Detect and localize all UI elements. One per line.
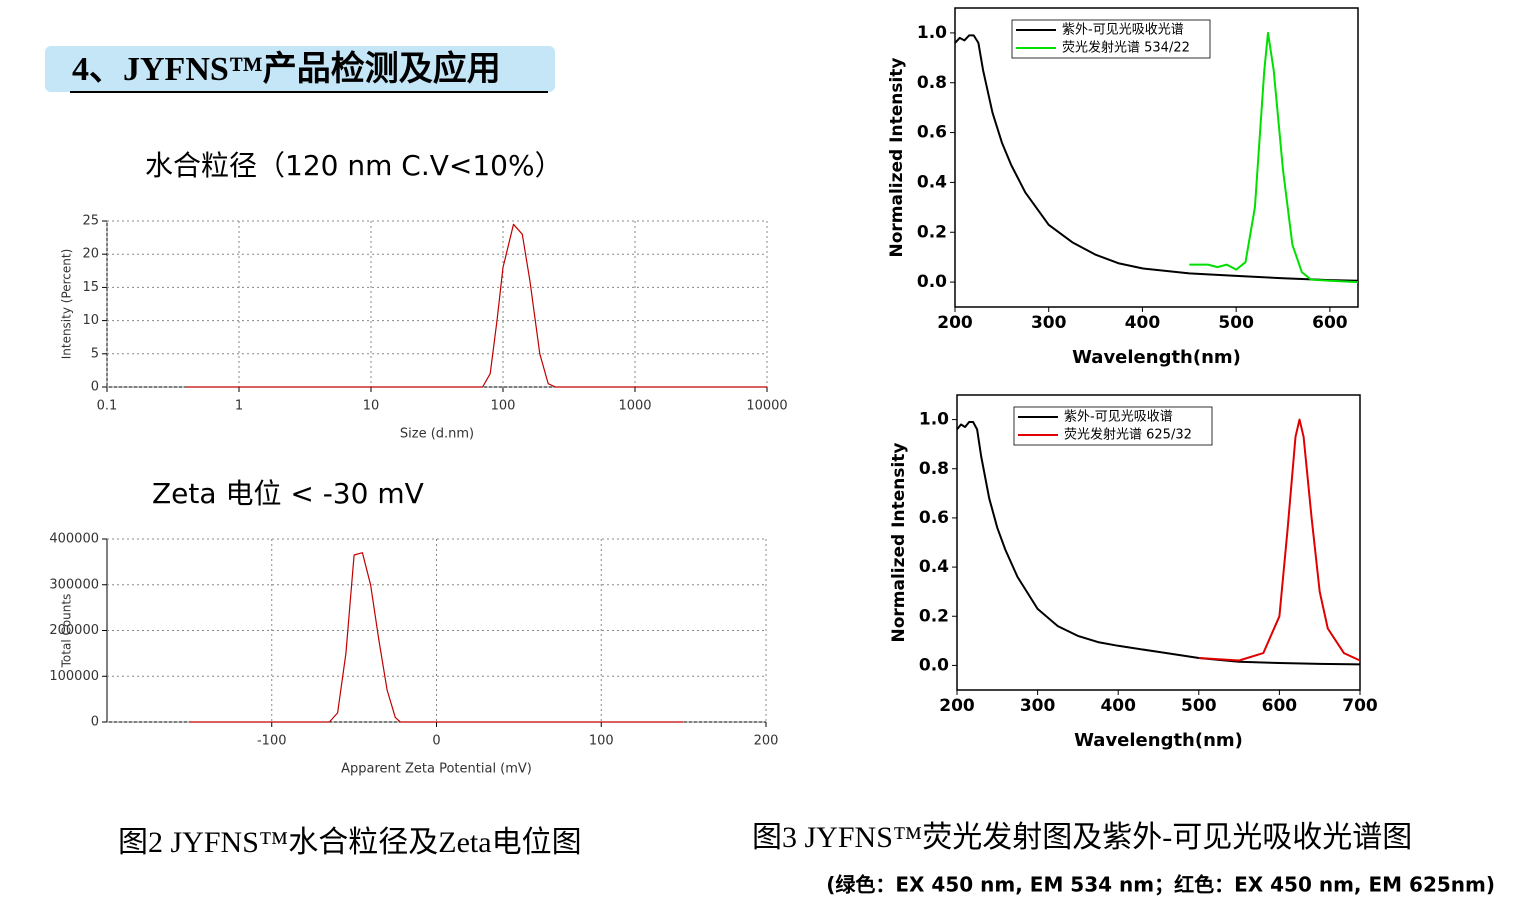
subtitle: Zeta 电位 < -30 mV [152, 477, 424, 510]
x-tick-label: 500 [1218, 313, 1254, 333]
x-tick-label: 1000 [618, 399, 651, 414]
header-title: 4、JYFNS™产品检测及应用 [72, 49, 501, 88]
plot-frame [956, 394, 1361, 691]
y-tick-label: 0.4 [919, 557, 949, 577]
y-tick-label: 1.0 [919, 410, 949, 430]
data-line [1198, 418, 1361, 662]
subtitle: 水合粒径（120 nm C.V<10%） [145, 149, 563, 182]
y-tick-label: 0.0 [917, 272, 947, 292]
header-band [45, 46, 555, 92]
legend-label: 紫外-可见光吸收光谱 [1062, 23, 1184, 38]
x-tick-label: 600 [1312, 313, 1348, 333]
x-axis-label: Apparent Zeta Potential (mV) [341, 762, 532, 777]
data-line [189, 552, 684, 723]
data-line [956, 421, 1361, 666]
caption: 图3 JYFNS™荧光发射图及紫外-可见光吸收光谱图 [752, 821, 1412, 854]
plot-frame [954, 7, 1359, 308]
x-tick-label: 200 [937, 313, 973, 333]
caption-note: (绿色：EX 450 nm, EM 534 nm；红色：EX 450 nm, E… [826, 873, 1495, 897]
x-tick-label: 300 [1020, 696, 1056, 716]
data-line [954, 34, 1359, 282]
x-tick-label: 400 [1125, 313, 1161, 333]
y-tick-label: 400000 [49, 532, 99, 547]
y-axis-label: Total Counts [60, 594, 74, 669]
y-tick-label: 15 [82, 280, 99, 295]
x-tick-label: 0.1 [97, 399, 118, 414]
x-axis-label: Wavelength(nm) [1074, 730, 1243, 751]
y-tick-label: 5 [91, 346, 99, 361]
y-tick-label: 0 [91, 380, 99, 395]
x-tick-label: 0 [432, 734, 440, 749]
y-tick-label: 300000 [49, 577, 99, 592]
x-tick-label: 500 [1181, 696, 1217, 716]
y-tick-label: 0.2 [917, 222, 947, 242]
y-tick-label: 0.6 [917, 123, 947, 143]
x-tick-label: 100 [491, 399, 516, 414]
legend-label: 荧光发射光谱 625/32 [1064, 427, 1192, 443]
x-tick-label: 300 [1031, 313, 1067, 333]
x-tick-label: 10 [363, 399, 380, 414]
y-tick-label: 200000 [49, 623, 99, 638]
legend-label: 紫外-可见光吸收谱 [1064, 410, 1173, 425]
y-axis-label: Normalized Intensity [889, 443, 909, 643]
x-tick-label: 700 [1342, 696, 1378, 716]
y-tick-label: 0 [91, 715, 99, 730]
x-axis-label: Wavelength(nm) [1072, 347, 1241, 368]
y-tick-label: 0.6 [919, 508, 949, 528]
x-tick-label: 200 [754, 734, 779, 749]
legend-label: 荧光发射光谱 534/22 [1062, 40, 1190, 56]
data-line [186, 223, 767, 388]
y-tick-label: 10 [82, 313, 99, 328]
y-axis-label: Normalized Intensity [887, 58, 907, 258]
x-tick-label: 200 [939, 696, 975, 716]
data-line [1189, 31, 1359, 284]
y-tick-label: 0.0 [919, 655, 949, 675]
x-tick-label: 600 [1262, 696, 1298, 716]
y-tick-label: 20 [82, 247, 99, 262]
legend-box [1011, 19, 1211, 59]
y-tick-label: 1.0 [917, 23, 947, 43]
x-tick-label: -100 [257, 734, 287, 749]
legend-box [1013, 406, 1213, 446]
y-tick-label: 0.2 [919, 606, 949, 626]
y-tick-label: 0.8 [919, 459, 949, 479]
y-axis-label: Intensity (Percent) [60, 249, 74, 360]
x-tick-label: 1 [235, 399, 243, 414]
y-tick-label: 25 [82, 214, 99, 229]
y-tick-label: 0.4 [917, 172, 947, 192]
x-tick-label: 10000 [746, 399, 787, 414]
y-tick-label: 0.8 [917, 73, 947, 93]
caption: 图2 JYFNS™水合粒径及Zeta电位图 [118, 826, 582, 859]
x-tick-label: 400 [1100, 696, 1136, 716]
x-axis-label: Size (d.nm) [400, 427, 474, 442]
x-tick-label: 100 [589, 734, 614, 749]
y-tick-label: 100000 [49, 669, 99, 684]
